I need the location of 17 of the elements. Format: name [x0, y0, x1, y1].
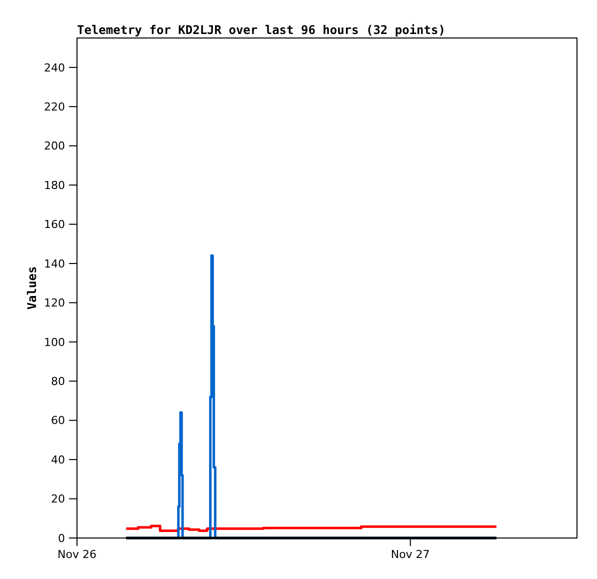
y-tick-label: 0: [58, 532, 65, 545]
x-tick-label: Nov 26: [58, 548, 96, 561]
y-tick-label: 20: [51, 492, 65, 506]
y-tick-label: 240: [44, 61, 65, 74]
y-tick-label: 120: [44, 296, 65, 310]
chart-title: Telemetry for KD2LJR over last 96 hours (32 points): [77, 23, 446, 37]
y-tick-label: 140: [44, 257, 65, 270]
x-tick-label: Nov 27: [390, 548, 430, 561]
y-tick-label: 160: [44, 218, 65, 232]
y-tick-label: 60: [51, 414, 65, 428]
y-tick-label: 100: [44, 336, 65, 349]
y-tick-label: 220: [44, 100, 65, 114]
y-tick-label: 40: [51, 453, 65, 466]
y-tick-label: 180: [44, 178, 65, 192]
y-axis-title: Values: [25, 266, 39, 310]
y-tick-label: 80: [51, 374, 65, 388]
y-tick-label: 200: [44, 140, 65, 153]
